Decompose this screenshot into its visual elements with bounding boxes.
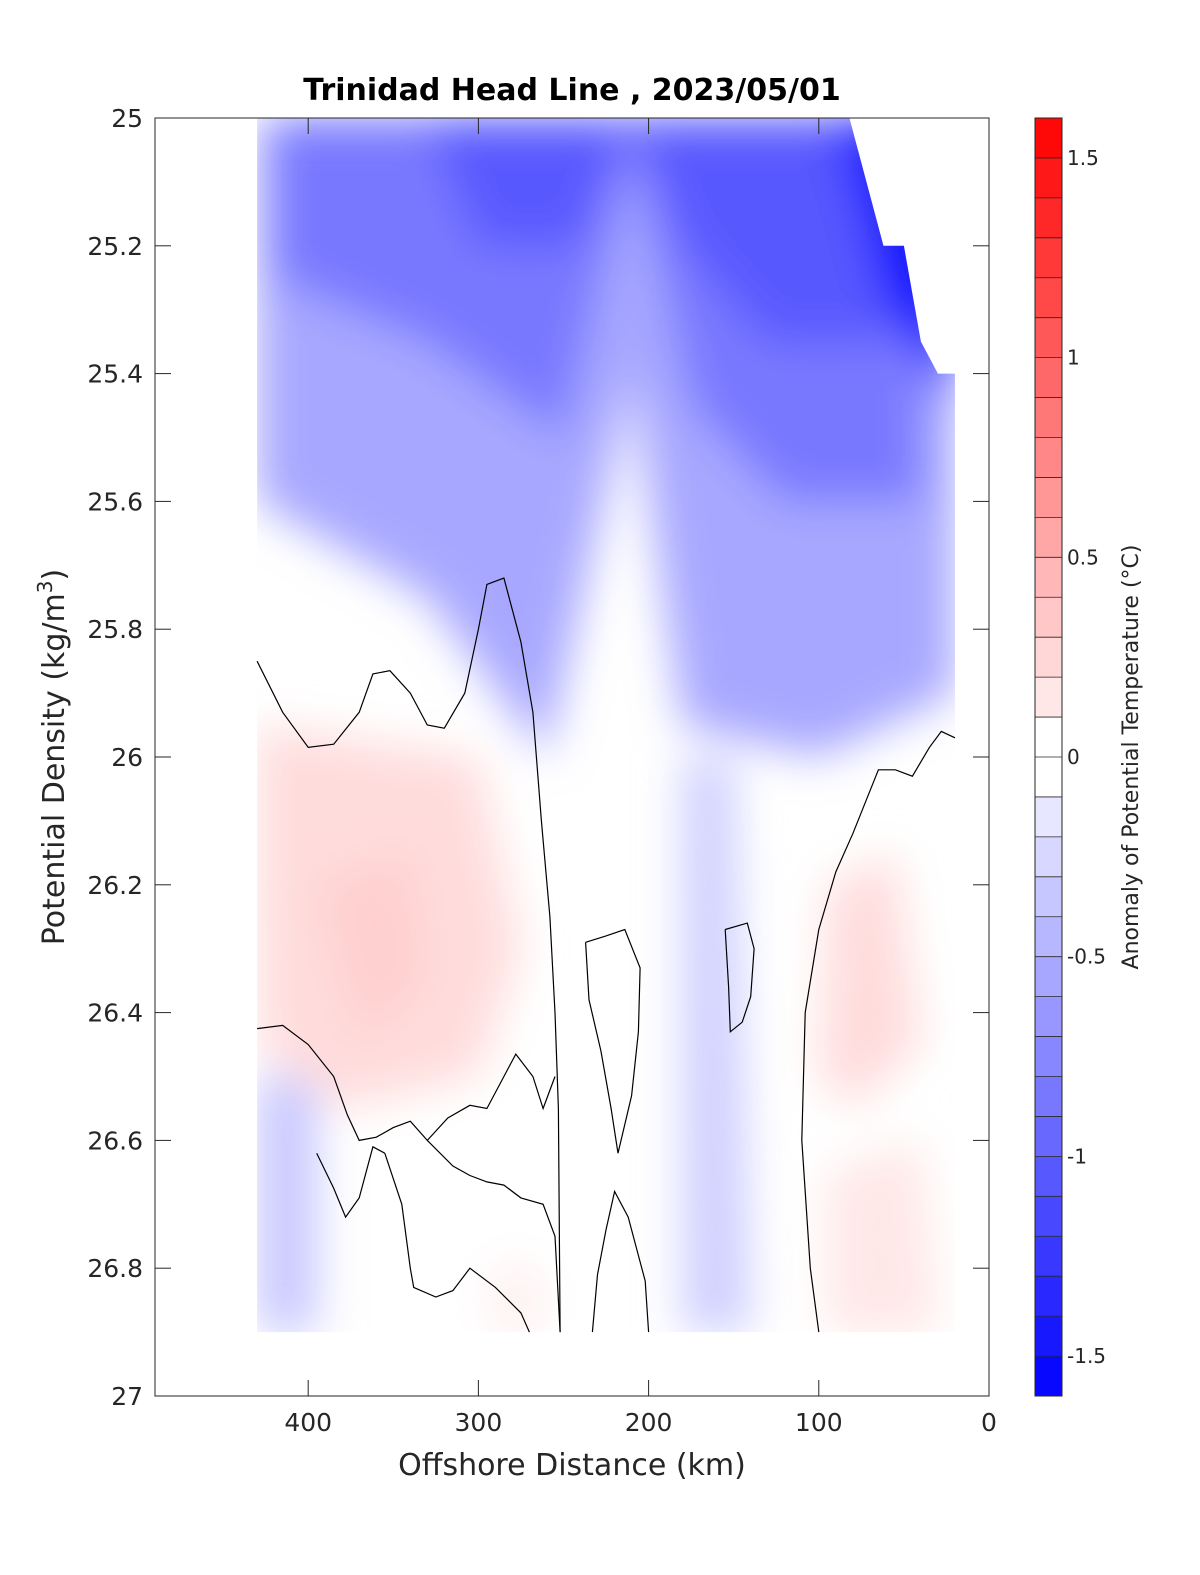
x-tick-label: 200 xyxy=(625,1408,673,1437)
colorbar-segment xyxy=(1035,477,1062,518)
colorbar-tick-label: -0.5 xyxy=(1067,945,1106,969)
colorbar-tick-label: 0.5 xyxy=(1067,545,1099,569)
contour-line-3 xyxy=(384,1153,530,1333)
field-region-10 xyxy=(495,1268,538,1333)
y-tick-label: 26.2 xyxy=(87,871,143,900)
colorbar-segment xyxy=(1035,836,1062,878)
colorbar-segment xyxy=(1035,956,1062,998)
field-region-5 xyxy=(257,1076,317,1333)
colorbar-segment xyxy=(1035,996,1062,1038)
y-tick-label: 27 xyxy=(111,1382,143,1411)
contour-line-5 xyxy=(591,1189,650,1333)
field-region-4 xyxy=(682,757,751,1333)
colorbar-segment xyxy=(1035,876,1062,918)
colorbar-segment xyxy=(1035,796,1062,838)
colorbar-segment xyxy=(1035,157,1062,199)
colorbar-segment xyxy=(1035,397,1062,438)
colorbar-segment xyxy=(1035,1316,1062,1357)
contour-line-4 xyxy=(316,1145,386,1219)
contour-line-1 xyxy=(257,1024,556,1142)
colorbar-segment xyxy=(1035,1356,1062,1397)
colorbar-segment xyxy=(1035,437,1062,478)
colorbar-segment xyxy=(1035,1116,1062,1157)
chart-title: Trinidad Head Line , 2023/05/01 xyxy=(303,73,840,108)
anomaly-field xyxy=(155,118,989,1396)
colorbar-segment xyxy=(1035,317,1062,359)
nodata-notch xyxy=(849,118,989,374)
field-region-2 xyxy=(427,118,887,342)
colorbar-tick-label: -1 xyxy=(1067,1144,1087,1168)
colorbar-segment xyxy=(1035,237,1062,279)
contour-line-0 xyxy=(256,577,561,1333)
zero-contour-lines xyxy=(256,577,956,1333)
colorbar-segment xyxy=(1035,517,1062,558)
nodata-bottom xyxy=(155,1332,989,1396)
colorbar-segment xyxy=(1035,1076,1062,1117)
colorbar-segment xyxy=(1035,1276,1062,1317)
y-tick-label: 26.4 xyxy=(87,999,143,1028)
colorbar-segment xyxy=(1035,916,1062,958)
colorbar-segment xyxy=(1035,1196,1062,1237)
y-axis-label-base: Potential Density (kg/m xyxy=(37,593,72,945)
x-tick-label: 100 xyxy=(795,1408,843,1437)
y-tick-label: 25.4 xyxy=(87,360,143,389)
colorbar-label: Anomaly of Potential Temperature (°C) xyxy=(1119,545,1144,970)
y-tick-label: 25.6 xyxy=(87,487,143,516)
x-axis-label: Offshore Distance (km) xyxy=(398,1448,746,1483)
colorbar-segment xyxy=(1035,557,1062,598)
field-region-7 xyxy=(316,852,428,1045)
y-tick-label: 26.6 xyxy=(87,1126,143,1155)
y-axis-label-sup: 3 xyxy=(33,580,57,593)
y-axis-label-tail: ) xyxy=(37,569,72,581)
x-tick-label: 0 xyxy=(981,1408,997,1437)
contour-line-7 xyxy=(724,922,755,1034)
colorbar-tick-label: 1.5 xyxy=(1067,146,1099,170)
y-axis-label: Potential Density (kg/m3) xyxy=(33,569,72,945)
colorbar-segment xyxy=(1035,637,1062,678)
colorbar-frame xyxy=(1034,117,1063,1397)
colorbar-segment xyxy=(1035,277,1062,319)
y-tick-label: 25.8 xyxy=(87,615,143,644)
contour-line-6 xyxy=(585,928,641,1154)
field-region-8 xyxy=(818,852,921,1109)
y-tick-label: 26.8 xyxy=(87,1254,143,1283)
colorbar-tick-label: 0 xyxy=(1067,745,1080,769)
field-region-9 xyxy=(827,1140,938,1333)
x-tick-label: 400 xyxy=(284,1408,332,1437)
y-tick-label: 26 xyxy=(111,743,143,772)
colorbar-segment xyxy=(1035,1236,1062,1277)
colorbar: -1.5 -1 -0.5 0 0.5 1 1.5 xyxy=(1034,117,1106,1397)
colorbar-tick-label: 1 xyxy=(1067,346,1080,370)
colorbar-segment xyxy=(1035,357,1062,399)
colorbar-segment xyxy=(1035,118,1062,159)
y-axis-ticks: 25 25.2 25.4 25.6 25.8 26 26.2 26.4 26.6 26.8 27 xyxy=(87,104,989,1411)
colorbar-segment xyxy=(1035,677,1062,718)
colorbar-segment xyxy=(1035,597,1062,638)
colorbar-segment xyxy=(1035,197,1062,239)
colorbar-segment xyxy=(1035,717,1062,758)
colorbar-tick-label: -1.5 xyxy=(1067,1344,1106,1368)
contour-line-8 xyxy=(801,730,956,1333)
x-axis-ticks: 400 300 200 100 0 xyxy=(284,118,997,1437)
colorbar-segment xyxy=(1035,1036,1062,1077)
colorbar-segment xyxy=(1035,757,1062,798)
x-tick-label: 300 xyxy=(455,1408,503,1437)
colorbar-segment xyxy=(1035,1156,1062,1197)
contour-line-2 xyxy=(426,1139,561,1333)
y-tick-label: 25.2 xyxy=(87,232,143,261)
nodata-left xyxy=(155,118,258,1396)
y-tick-label: 25 xyxy=(111,104,143,133)
